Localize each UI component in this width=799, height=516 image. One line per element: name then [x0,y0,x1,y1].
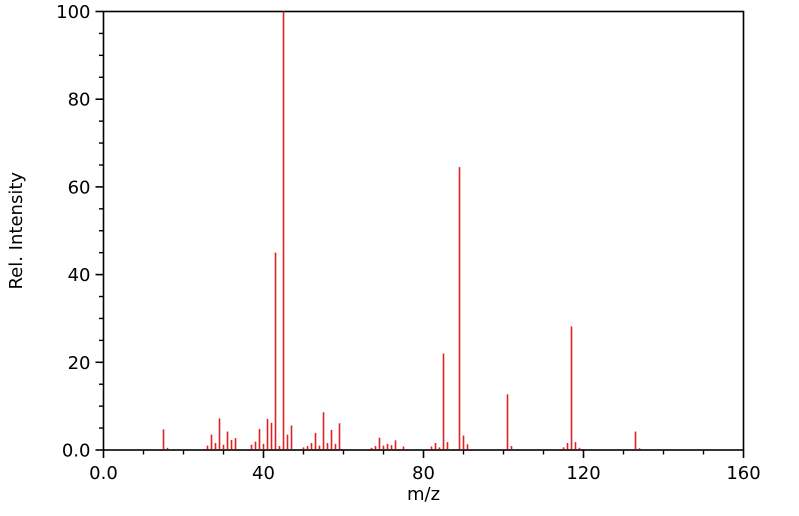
y-tick-label: 80 [68,90,91,111]
y-tick-label: 40 [68,265,91,286]
x-tick-label: 80 [412,463,435,484]
x-tick-label: 0.0 [89,463,118,484]
x-tick-label: 160 [726,463,760,484]
x-axis-title: m/z [407,484,440,505]
x-tick-label: 40 [252,463,275,484]
y-axis-ticks: 0.0 20 40 60 80 100 [56,2,104,462]
y-tick-label: 0.0 [62,441,91,462]
y-axis-title: Rel. Intensity [6,172,27,290]
y-tick-label: 20 [68,353,91,374]
y-tick-label: 60 [68,177,91,198]
x-axis-ticks: 0.0 40 80 120 160 [89,450,761,484]
spectrum-peaks [162,11,641,450]
x-tick-label: 120 [566,463,600,484]
plot-border [102,10,745,451]
y-tick-label: 100 [56,2,90,23]
